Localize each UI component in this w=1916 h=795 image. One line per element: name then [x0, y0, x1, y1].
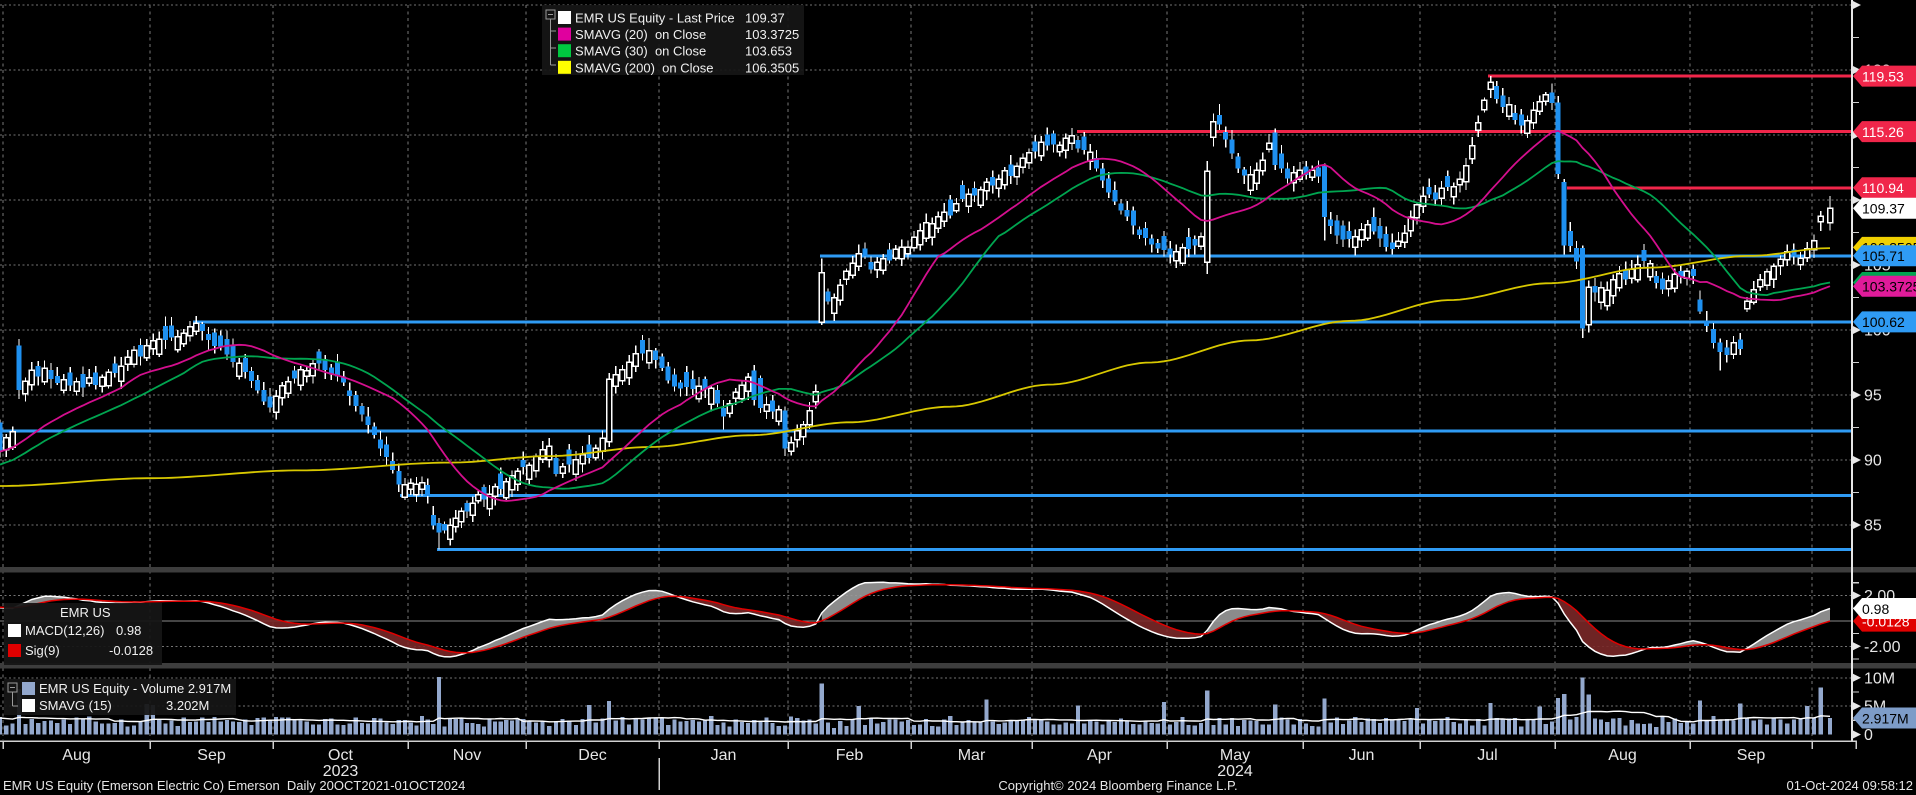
svg-text:103.3725: 103.3725	[1862, 279, 1916, 295]
svg-text:SMAVG (15): SMAVG (15)	[39, 698, 112, 713]
svg-text:0: 0	[1864, 727, 1873, 744]
svg-text:115.26: 115.26	[1862, 124, 1904, 140]
svg-text:Oct: Oct	[328, 747, 353, 764]
svg-text:SMAVG (20) on Close: SMAVG (20) on Close	[575, 27, 706, 42]
svg-text:2023: 2023	[323, 763, 359, 780]
svg-text:119.53: 119.53	[1862, 68, 1904, 84]
svg-text:Sep: Sep	[1737, 747, 1766, 764]
svg-text:Mar: Mar	[958, 747, 986, 764]
svg-text:0.98: 0.98	[1862, 601, 1889, 617]
svg-text:May: May	[1220, 747, 1250, 764]
svg-text:0.98: 0.98	[116, 623, 141, 638]
svg-text:-2.00: -2.00	[1864, 639, 1901, 656]
svg-text:Aug: Aug	[62, 747, 90, 764]
svg-text:EMR US Equity - Volume 2.917M: EMR US Equity - Volume 2.917M	[39, 681, 231, 696]
svg-text:-0.0128: -0.0128	[109, 643, 153, 658]
svg-text:109.37: 109.37	[745, 11, 785, 26]
svg-text:85: 85	[1864, 518, 1882, 535]
svg-text:95: 95	[1864, 388, 1882, 405]
svg-text:SMAVG (200) on Close: SMAVG (200) on Close	[575, 60, 713, 75]
svg-text:Jul: Jul	[1477, 747, 1497, 764]
svg-text:100.62: 100.62	[1862, 314, 1905, 330]
svg-text:Dec: Dec	[578, 747, 606, 764]
svg-text:EMR US Equity - Last Price: EMR US Equity - Last Price	[575, 11, 735, 26]
svg-text:110.94: 110.94	[1862, 180, 1904, 196]
svg-text:Aug: Aug	[1608, 747, 1636, 764]
svg-text:105.71: 105.71	[1862, 248, 1905, 264]
svg-text:EMR US: EMR US	[60, 605, 111, 620]
svg-text:10M: 10M	[1864, 670, 1895, 687]
svg-text:2024: 2024	[1217, 763, 1253, 780]
svg-text:Feb: Feb	[836, 747, 864, 764]
svg-text:103.3725: 103.3725	[745, 27, 799, 42]
svg-text:2.917M: 2.917M	[1862, 710, 1909, 726]
svg-text:EMR US Equity (Emerson Electri: EMR US Equity (Emerson Electric Co) Emer…	[3, 778, 465, 793]
svg-text:106.3505: 106.3505	[745, 60, 799, 75]
svg-text:Copyright© 2024 Bloomberg Fina: Copyright© 2024 Bloomberg Finance L.P.	[998, 778, 1237, 793]
svg-text:01-Oct-2024 09:58:12: 01-Oct-2024 09:58:12	[1787, 778, 1913, 793]
svg-text:Nov: Nov	[453, 747, 481, 764]
svg-text:Apr: Apr	[1087, 747, 1113, 764]
svg-text:Jun: Jun	[1349, 747, 1375, 764]
svg-text:SMAVG (30) on Close: SMAVG (30) on Close	[575, 44, 706, 59]
svg-text:Sig(9): Sig(9)	[25, 643, 60, 658]
svg-text:MACD(12,26): MACD(12,26)	[25, 623, 104, 638]
svg-text:103.653: 103.653	[745, 44, 792, 59]
svg-text:Sep: Sep	[197, 747, 226, 764]
svg-text:109.37: 109.37	[1862, 201, 1905, 217]
svg-text:Jan: Jan	[711, 747, 737, 764]
svg-text:90: 90	[1864, 453, 1882, 470]
svg-text:3.202M: 3.202M	[166, 698, 209, 713]
